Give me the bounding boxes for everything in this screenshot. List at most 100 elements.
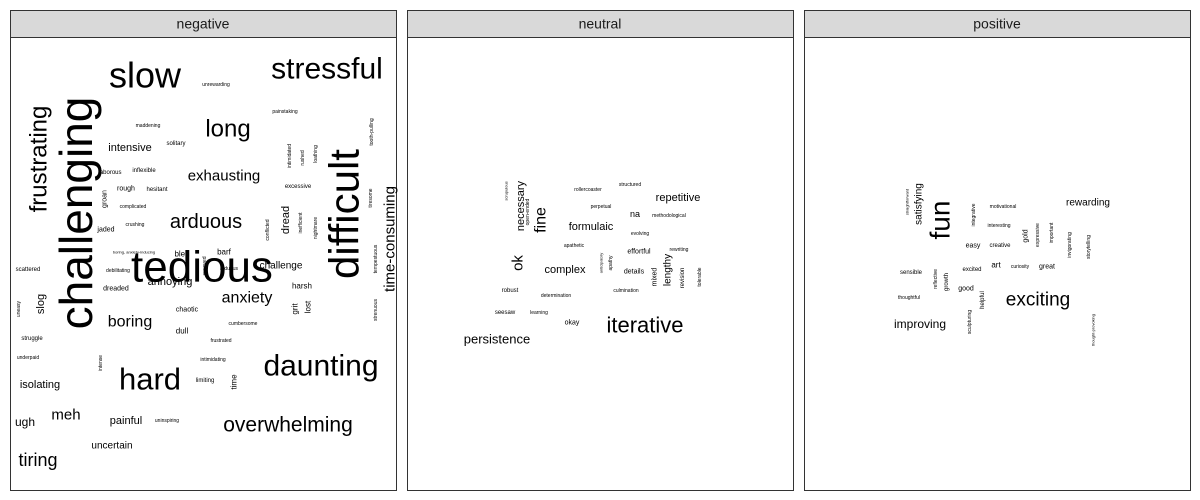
word-intimidated: intimidated	[287, 144, 293, 168]
word-rough: rough	[117, 186, 135, 193]
facet-panel-area	[10, 37, 397, 491]
word-robust: robust	[502, 288, 519, 294]
word-arduous: arduous	[220, 266, 239, 272]
word-tolerable: tolerable	[697, 267, 703, 286]
word-conflicted: conflicted	[265, 219, 271, 240]
word-loathing: loathing	[313, 145, 319, 163]
word-dull: dull	[176, 327, 189, 336]
word-great: great	[1039, 264, 1055, 271]
word-apathy: apathy	[608, 255, 614, 271]
facet-panel-neutral: neutral iterative fine ok persistence necessa…	[407, 10, 794, 491]
word-mixed: mixed	[652, 268, 659, 287]
word-creative: creative	[989, 243, 1011, 249]
word-intense: intense	[98, 355, 104, 371]
word-evolving: evolving	[631, 231, 650, 237]
word-revision: revision	[680, 268, 686, 289]
facet-panel-area	[407, 37, 794, 491]
word-satisfying: satisfying	[914, 183, 925, 225]
facet-strip-label: positive	[973, 16, 1021, 32]
word-easy: easy	[966, 243, 981, 250]
word-hard: hard	[119, 362, 181, 397]
word-improving: improving	[894, 317, 946, 331]
facet-panel-area	[804, 37, 1191, 491]
word-strenuous: strenuous	[373, 299, 379, 321]
word-frustrated: frustrated	[210, 338, 231, 344]
word-debilitating: debilitating	[106, 268, 130, 274]
word-bleh: bleh	[174, 250, 189, 259]
word-jaded: jaded	[96, 227, 114, 234]
word-art: art	[991, 261, 1001, 270]
word-exhausting: exhausting	[188, 168, 261, 185]
word-rushed: rushed	[300, 150, 306, 166]
word-reflective: reflective	[933, 269, 939, 289]
word-struggle: struggle	[21, 336, 43, 342]
word-structured: structured	[619, 182, 641, 188]
word-lengthy: lengthy	[663, 254, 674, 286]
facet-strip-label: neutral	[579, 16, 622, 32]
word-meh: meh	[51, 407, 80, 424]
word-complex: complex	[545, 264, 586, 276]
word-anxiety: anxiety	[222, 290, 273, 307]
facet-panel-negative: negative challenging tedious difficult slow s…	[10, 10, 399, 491]
word-determination: determination	[541, 293, 572, 299]
word-ok: ok	[510, 255, 527, 271]
word-fine: fine	[533, 207, 550, 233]
word-excessive: excessive	[285, 184, 312, 190]
word-isolating: isolating	[20, 379, 60, 391]
word-straightforward: straightforward	[905, 189, 910, 215]
word-repetitive: repetitive	[656, 192, 701, 204]
word-gold: gold	[1023, 229, 1030, 242]
word-curiosity: curiosity	[1011, 264, 1030, 270]
word-chaotic: chaotic	[176, 307, 199, 314]
word-slow: slow	[109, 55, 182, 96]
word-culmination: culmination	[613, 288, 639, 294]
word-details: details	[624, 269, 645, 276]
word-methodological: methodological	[652, 213, 686, 219]
word-rewarding: rewarding	[1066, 198, 1110, 209]
word-dread: dread	[280, 206, 292, 234]
word-exciting: exciting	[1006, 290, 1070, 311]
word-invigorating: invigorating	[1067, 232, 1073, 258]
word-helpful: helpful	[980, 291, 986, 309]
word-perpetual: perpetual	[591, 204, 612, 210]
word-persistence: persistence	[464, 332, 530, 347]
word-underpaid: underpaid	[17, 355, 39, 361]
word-integrative: integrative	[971, 203, 977, 226]
word-stressful: stressful	[271, 53, 383, 86]
word-long: long	[205, 116, 250, 143]
word-tiring: tiring	[18, 450, 57, 470]
facet-strip	[407, 10, 794, 38]
word-scrupulous: scrupulous	[504, 181, 509, 200]
word-boring-anxiety-inducing: boring, anxiety-inducing	[113, 250, 155, 255]
word-tiresome: tiresome	[368, 188, 374, 207]
word-boring: boring	[108, 314, 152, 331]
word-painful: painful	[110, 415, 142, 427]
word-overwhelming: overwhelming	[223, 414, 353, 437]
word-lost: lost	[304, 300, 313, 313]
word-scattered: scattered	[16, 267, 41, 273]
word-intensive: intensive	[108, 142, 151, 154]
word-slog: slog	[35, 294, 47, 314]
word-uneasy: uneasy	[16, 300, 22, 317]
word-rollercoaster: rollercoaster	[574, 187, 602, 193]
facet-panel-positive: positive fun exciting improving satisfying re…	[804, 10, 1191, 491]
word-formulaic: formulaic	[569, 221, 614, 233]
word-groan: groan	[102, 190, 109, 208]
word-time-consuming: time-consuming	[382, 186, 399, 292]
word-annoyed: annoyed	[202, 256, 208, 275]
word-time: time	[230, 374, 239, 390]
word-ugh: ugh	[15, 415, 35, 429]
facet-strip	[10, 10, 397, 38]
word-growth: growth	[944, 273, 950, 291]
word-apathetic: apathetic	[564, 243, 585, 249]
facet-strip-label: negative	[177, 16, 230, 32]
word-na: na	[630, 209, 640, 219]
word-hesitant: hesitant	[146, 187, 167, 193]
word-challenging: challenging	[50, 97, 102, 330]
word-sensible: sensible	[900, 270, 923, 276]
word-open-ended: open-ended	[525, 198, 531, 225]
word-limiting: limiting	[196, 378, 215, 384]
word-difficult: difficult	[321, 149, 368, 279]
word-daunting: daunting	[263, 350, 378, 383]
